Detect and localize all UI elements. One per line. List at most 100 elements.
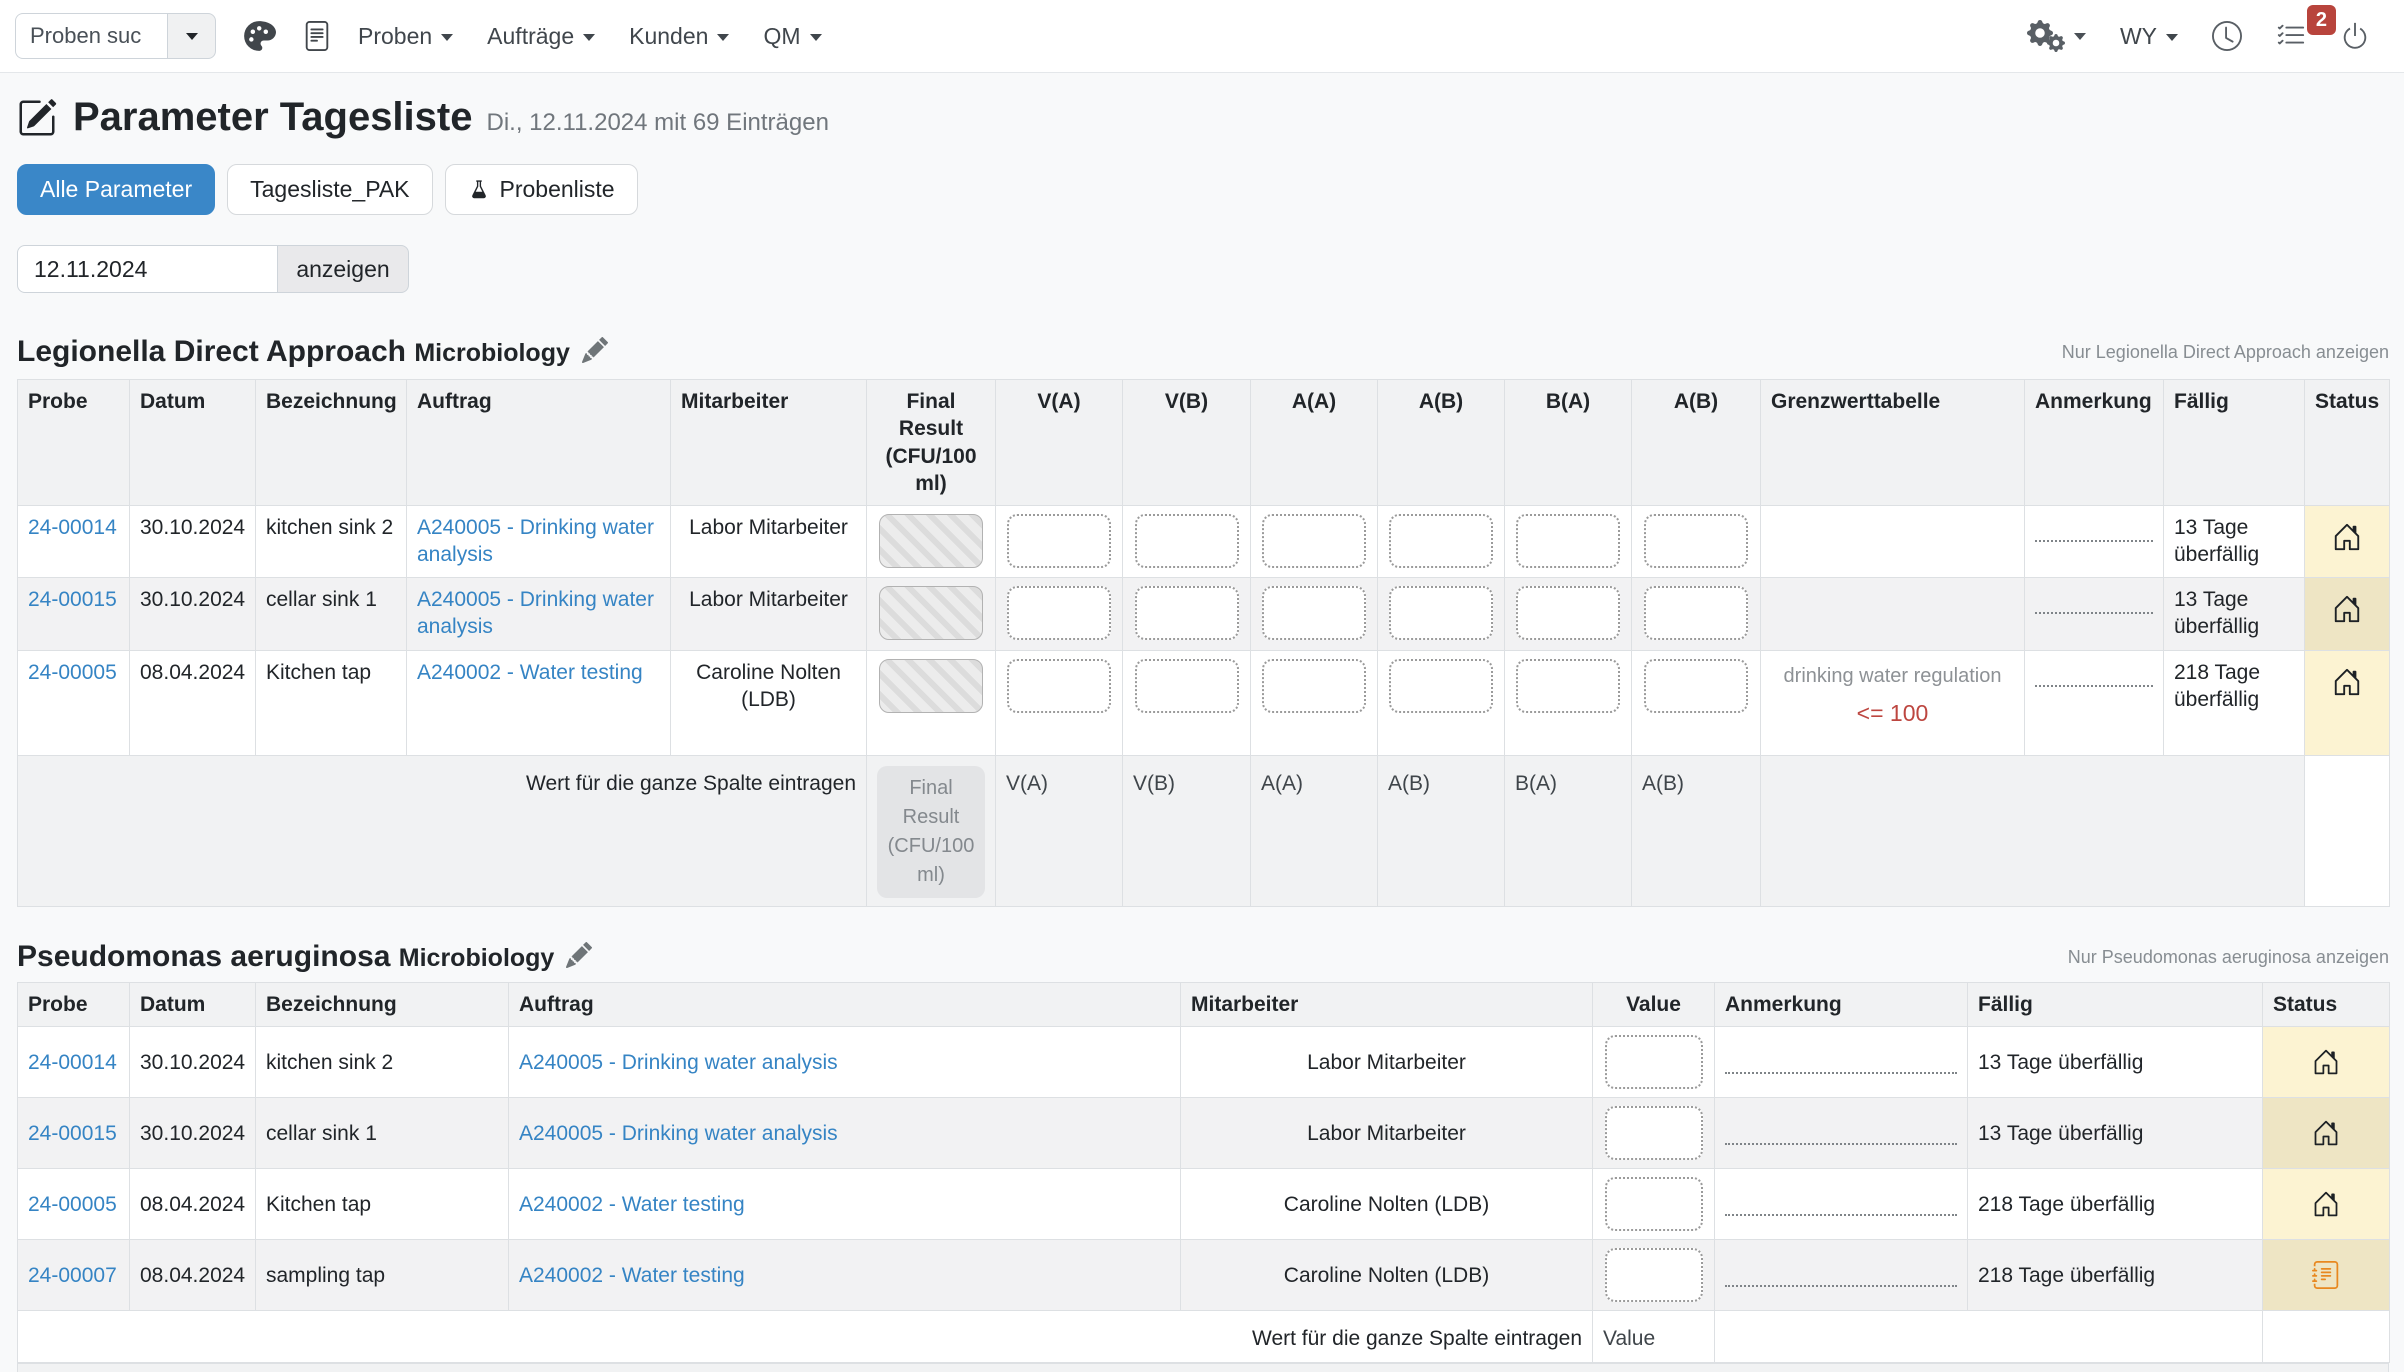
col-bezeichnung: Bezeichnung — [255, 982, 509, 1028]
va-input[interactable] — [1007, 514, 1111, 569]
palette-icon[interactable] — [242, 19, 276, 53]
chevron-down-icon — [441, 33, 454, 41]
section-category: Microbiology — [398, 944, 555, 973]
user-menu[interactable]: WY — [2120, 23, 2178, 50]
fill-ab2-button[interactable]: A(B) — [1631, 755, 1761, 908]
faellig-cell: 13 Tage überfällig — [2163, 577, 2305, 652]
menu-qm[interactable]: QM — [763, 23, 822, 50]
va-input[interactable] — [1007, 659, 1111, 714]
ab2-input[interactable] — [1644, 659, 1748, 714]
fill-final-result-button[interactable]: Final Result (CFU/100 ml) — [877, 766, 985, 899]
filter-only-legionella-link[interactable]: Nur Legionella Direct Approach anzeigen — [2061, 341, 2389, 362]
file-text-icon[interactable] — [302, 21, 332, 51]
fill-va-button[interactable]: V(A) — [995, 755, 1123, 908]
settings-menu[interactable] — [2026, 20, 2086, 52]
vb-input[interactable] — [1134, 514, 1239, 569]
fill-aa-button[interactable]: A(A) — [1250, 755, 1378, 908]
ab-input[interactable] — [1389, 659, 1493, 714]
value-input[interactable] — [1604, 1248, 1703, 1303]
auftrag-link[interactable]: A240005 - Drinking water analysis — [417, 588, 654, 639]
probe-link[interactable]: 24-00014 — [28, 516, 117, 540]
fill-value-button[interactable]: Value — [1592, 1310, 1715, 1364]
show-button[interactable]: anzeigen — [278, 245, 409, 293]
col-bezeichnung: Bezeichnung — [255, 378, 407, 507]
datum-cell: 08.04.2024 — [129, 1239, 256, 1312]
ab-input[interactable] — [1389, 514, 1493, 569]
table-row: 24-00007 08.04.2024 sampling tap A240002… — [17, 1239, 2390, 1312]
task-list-button[interactable]: 2 — [2276, 5, 2336, 51]
edit-pencil-icon[interactable] — [566, 942, 593, 969]
auftrag-link[interactable]: A240005 - Drinking water analysis — [417, 516, 654, 567]
bezeichnung-cell: kitchen sink 2 — [255, 1026, 509, 1099]
menu-proben[interactable]: Proben — [358, 23, 454, 50]
fill-ba-button[interactable]: B(A) — [1504, 755, 1632, 908]
mitarbeiter-cell: Labor Mitarbeiter — [670, 577, 867, 652]
fill-vb-button[interactable]: V(B) — [1122, 755, 1251, 908]
anmerkung-inline-field[interactable] — [2035, 685, 2153, 688]
ba-input[interactable] — [1516, 586, 1620, 641]
mitarbeiter-cell: Caroline Nolten (LDB) — [1180, 1168, 1593, 1241]
table-row: 24-00005 08.04.2024 Kitchen tap A240002 … — [17, 1168, 2390, 1241]
section-legionella-header: Legionella Direct Approach Microbiology … — [17, 335, 2389, 369]
probe-link[interactable]: 24-00005 — [28, 661, 117, 685]
grenzwert-cell — [1760, 505, 2025, 579]
probe-link[interactable]: 24-00014 — [28, 1050, 117, 1074]
menu-kunden[interactable]: Kunden — [629, 23, 730, 50]
grenzwert-cell: drinking water regulation <= 100 — [1760, 650, 2025, 757]
power-icon[interactable] — [2340, 21, 2370, 51]
aa-input[interactable] — [1262, 514, 1366, 569]
col-ab: A(B) — [1377, 378, 1505, 507]
anmerkung-inline-field[interactable] — [1725, 1072, 1957, 1075]
edit-pencil-icon[interactable] — [581, 337, 608, 363]
anmerkung-inline-field[interactable] — [2035, 540, 2153, 543]
column-fill-row: Wert für die ganze Spalte eintragen Fina… — [17, 755, 2390, 908]
column-fill-row: Wert für die ganze Spalte eintragen Valu… — [17, 1310, 2390, 1364]
probe-link[interactable]: 24-00015 — [28, 1121, 117, 1145]
auftrag-link[interactable]: A240005 - Drinking water analysis — [519, 1121, 838, 1145]
anmerkung-inline-field[interactable] — [1725, 1285, 1957, 1288]
search-input[interactable] — [15, 13, 167, 59]
anmerkung-inline-field[interactable] — [1725, 1214, 1957, 1217]
chevron-down-icon — [2166, 33, 2178, 41]
mitarbeiter-cell: Caroline Nolten (LDB) — [670, 650, 867, 757]
tab-alle-parameter[interactable]: Alle Parameter — [17, 164, 216, 215]
fill-ab-button[interactable]: A(B) — [1377, 755, 1505, 908]
clock-icon[interactable] — [2212, 21, 2242, 51]
auftrag-link[interactable]: A240002 - Water testing — [519, 1192, 745, 1216]
bezeichnung-cell: Kitchen tap — [255, 650, 407, 757]
aa-input[interactable] — [1262, 659, 1366, 714]
aa-input[interactable] — [1262, 586, 1366, 641]
col-anmerkung: Anmerkung — [1714, 982, 1968, 1028]
anmerkung-inline-field[interactable] — [1725, 1143, 1957, 1146]
value-input[interactable] — [1604, 1035, 1703, 1090]
va-input[interactable] — [1007, 586, 1111, 641]
probe-link[interactable]: 24-00007 — [28, 1263, 117, 1287]
vb-input[interactable] — [1134, 586, 1239, 641]
ab2-input[interactable] — [1644, 514, 1748, 569]
auftrag-link[interactable]: A240002 - Water testing — [417, 661, 643, 685]
ba-input[interactable] — [1516, 514, 1620, 569]
mitarbeiter-cell: Labor Mitarbeiter — [670, 505, 867, 579]
value-input[interactable] — [1604, 1177, 1703, 1232]
date-input[interactable] — [17, 245, 278, 293]
auftrag-link[interactable]: A240002 - Water testing — [519, 1263, 745, 1287]
faellig-cell: 13 Tage überfällig — [1967, 1026, 2263, 1099]
filter-only-pseudomonas-link[interactable]: Nur Pseudomonas aeruginosa anzeigen — [2067, 946, 2389, 967]
auftrag-link[interactable]: A240005 - Drinking water analysis — [519, 1050, 838, 1074]
probe-link[interactable]: 24-00015 — [28, 588, 117, 612]
col-auftrag: Auftrag — [406, 378, 671, 507]
house-icon — [2315, 522, 2379, 552]
anmerkung-inline-field[interactable] — [2035, 612, 2153, 615]
value-input[interactable] — [1604, 1106, 1703, 1161]
bezeichnung-cell: Kitchen tap — [255, 1168, 509, 1241]
tab-tagesliste-pak[interactable]: Tagesliste_PAK — [227, 164, 433, 215]
ab2-input[interactable] — [1644, 586, 1748, 641]
ab-input[interactable] — [1389, 586, 1493, 641]
search-dropdown-button[interactable] — [167, 13, 216, 59]
tab-probenliste[interactable]: Probenliste — [444, 164, 638, 215]
section-title: Legionella Direct Approach Microbiology — [17, 335, 570, 368]
menu-auftraege[interactable]: Aufträge — [487, 23, 596, 50]
ba-input[interactable] — [1516, 659, 1620, 714]
vb-input[interactable] — [1134, 659, 1239, 714]
probe-link[interactable]: 24-00005 — [28, 1192, 117, 1216]
